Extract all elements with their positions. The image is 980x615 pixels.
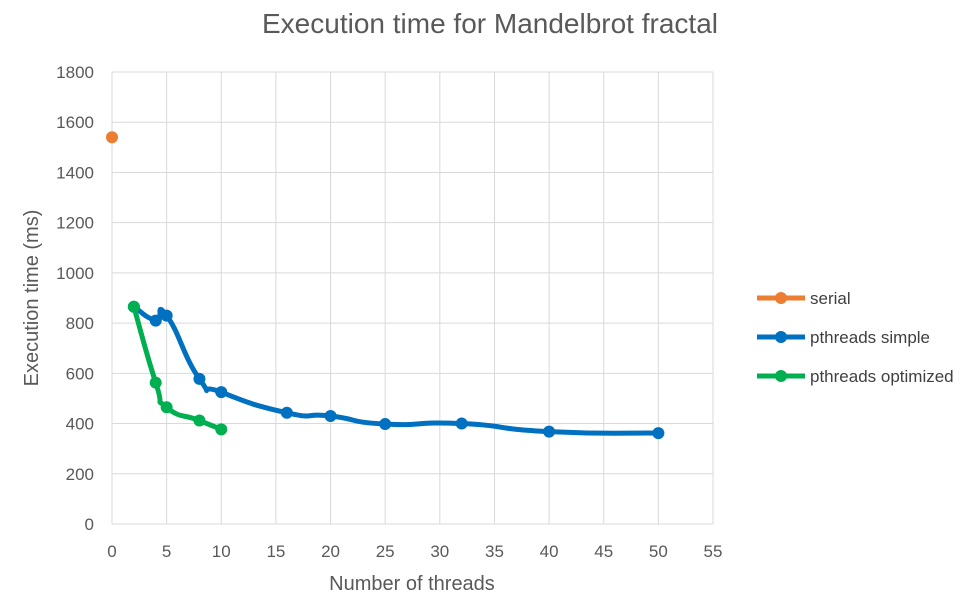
- y-tick-label: 600: [66, 364, 94, 383]
- data-point: [127, 300, 140, 313]
- x-tick-label: 35: [485, 542, 504, 561]
- x-tick-label: 55: [704, 542, 723, 561]
- y-tick-label: 800: [66, 314, 94, 333]
- data-point: [193, 372, 206, 385]
- legend-label: pthreads simple: [810, 328, 930, 347]
- data-point: [455, 417, 468, 430]
- x-tick-label: 50: [649, 542, 668, 561]
- legend-marker: [775, 370, 787, 382]
- y-axis-title: Execution time (ms): [21, 210, 43, 387]
- data-point: [543, 425, 556, 438]
- series-serial: [106, 131, 118, 144]
- y-tick-label: 1800: [56, 63, 94, 82]
- x-tick-label: 10: [212, 542, 231, 561]
- data-point: [379, 418, 392, 431]
- legend-marker: [775, 331, 787, 343]
- x-tick-label: 20: [321, 542, 340, 561]
- series-lines: [106, 131, 665, 440]
- x-axis-title: Number of threads: [329, 573, 495, 595]
- y-tick-label: 1600: [56, 113, 94, 132]
- x-tick-label: 25: [376, 542, 395, 561]
- legend: serial pthreads simple pthreads optimized: [757, 289, 954, 386]
- data-point: [215, 423, 228, 436]
- legend-item: pthreads optimized: [757, 367, 954, 386]
- x-tick-label: 15: [266, 542, 285, 561]
- y-tick-label: 1200: [56, 214, 94, 233]
- data-point: [193, 414, 206, 427]
- data-point: [160, 401, 173, 414]
- x-tick-label: 5: [162, 542, 171, 561]
- series-line: [131, 304, 224, 432]
- y-tick-label: 1000: [56, 264, 94, 283]
- y-tick-label: 400: [66, 415, 94, 434]
- series-pthreads-simple: [127, 300, 665, 440]
- y-tick-label: 0: [85, 515, 94, 534]
- series-line: [131, 304, 661, 436]
- x-tick-label: 30: [430, 542, 449, 561]
- x-tick-label: 0: [107, 542, 116, 561]
- data-point: [652, 427, 665, 440]
- series-pthreads-optimized: [127, 300, 228, 436]
- data-point: [106, 131, 118, 144]
- chart-title: Execution time for Mandelbrot fractal: [262, 8, 718, 39]
- x-tick-labels: 0 5 10 15 20 25 30 35 40 45 50 55: [107, 542, 722, 561]
- legend-label: serial: [810, 289, 851, 308]
- data-point: [149, 314, 162, 327]
- data-point: [149, 376, 162, 389]
- data-point: [160, 309, 173, 322]
- y-tick-label: 200: [66, 465, 94, 484]
- legend-marker: [775, 292, 787, 304]
- data-point: [324, 410, 337, 423]
- gridlines: [111, 71, 714, 525]
- x-tick-label: 40: [540, 542, 559, 561]
- x-tick-label: 45: [594, 542, 613, 561]
- legend-label: pthreads optimized: [810, 367, 954, 386]
- data-point: [215, 386, 228, 399]
- legend-item: pthreads simple: [757, 328, 930, 347]
- data-point: [280, 406, 293, 419]
- legend-item: serial: [757, 289, 851, 308]
- y-tick-label: 1400: [56, 163, 94, 182]
- y-tick-labels: 0 200 400 600 800 1000 1200 1400 1600 1800: [56, 63, 94, 534]
